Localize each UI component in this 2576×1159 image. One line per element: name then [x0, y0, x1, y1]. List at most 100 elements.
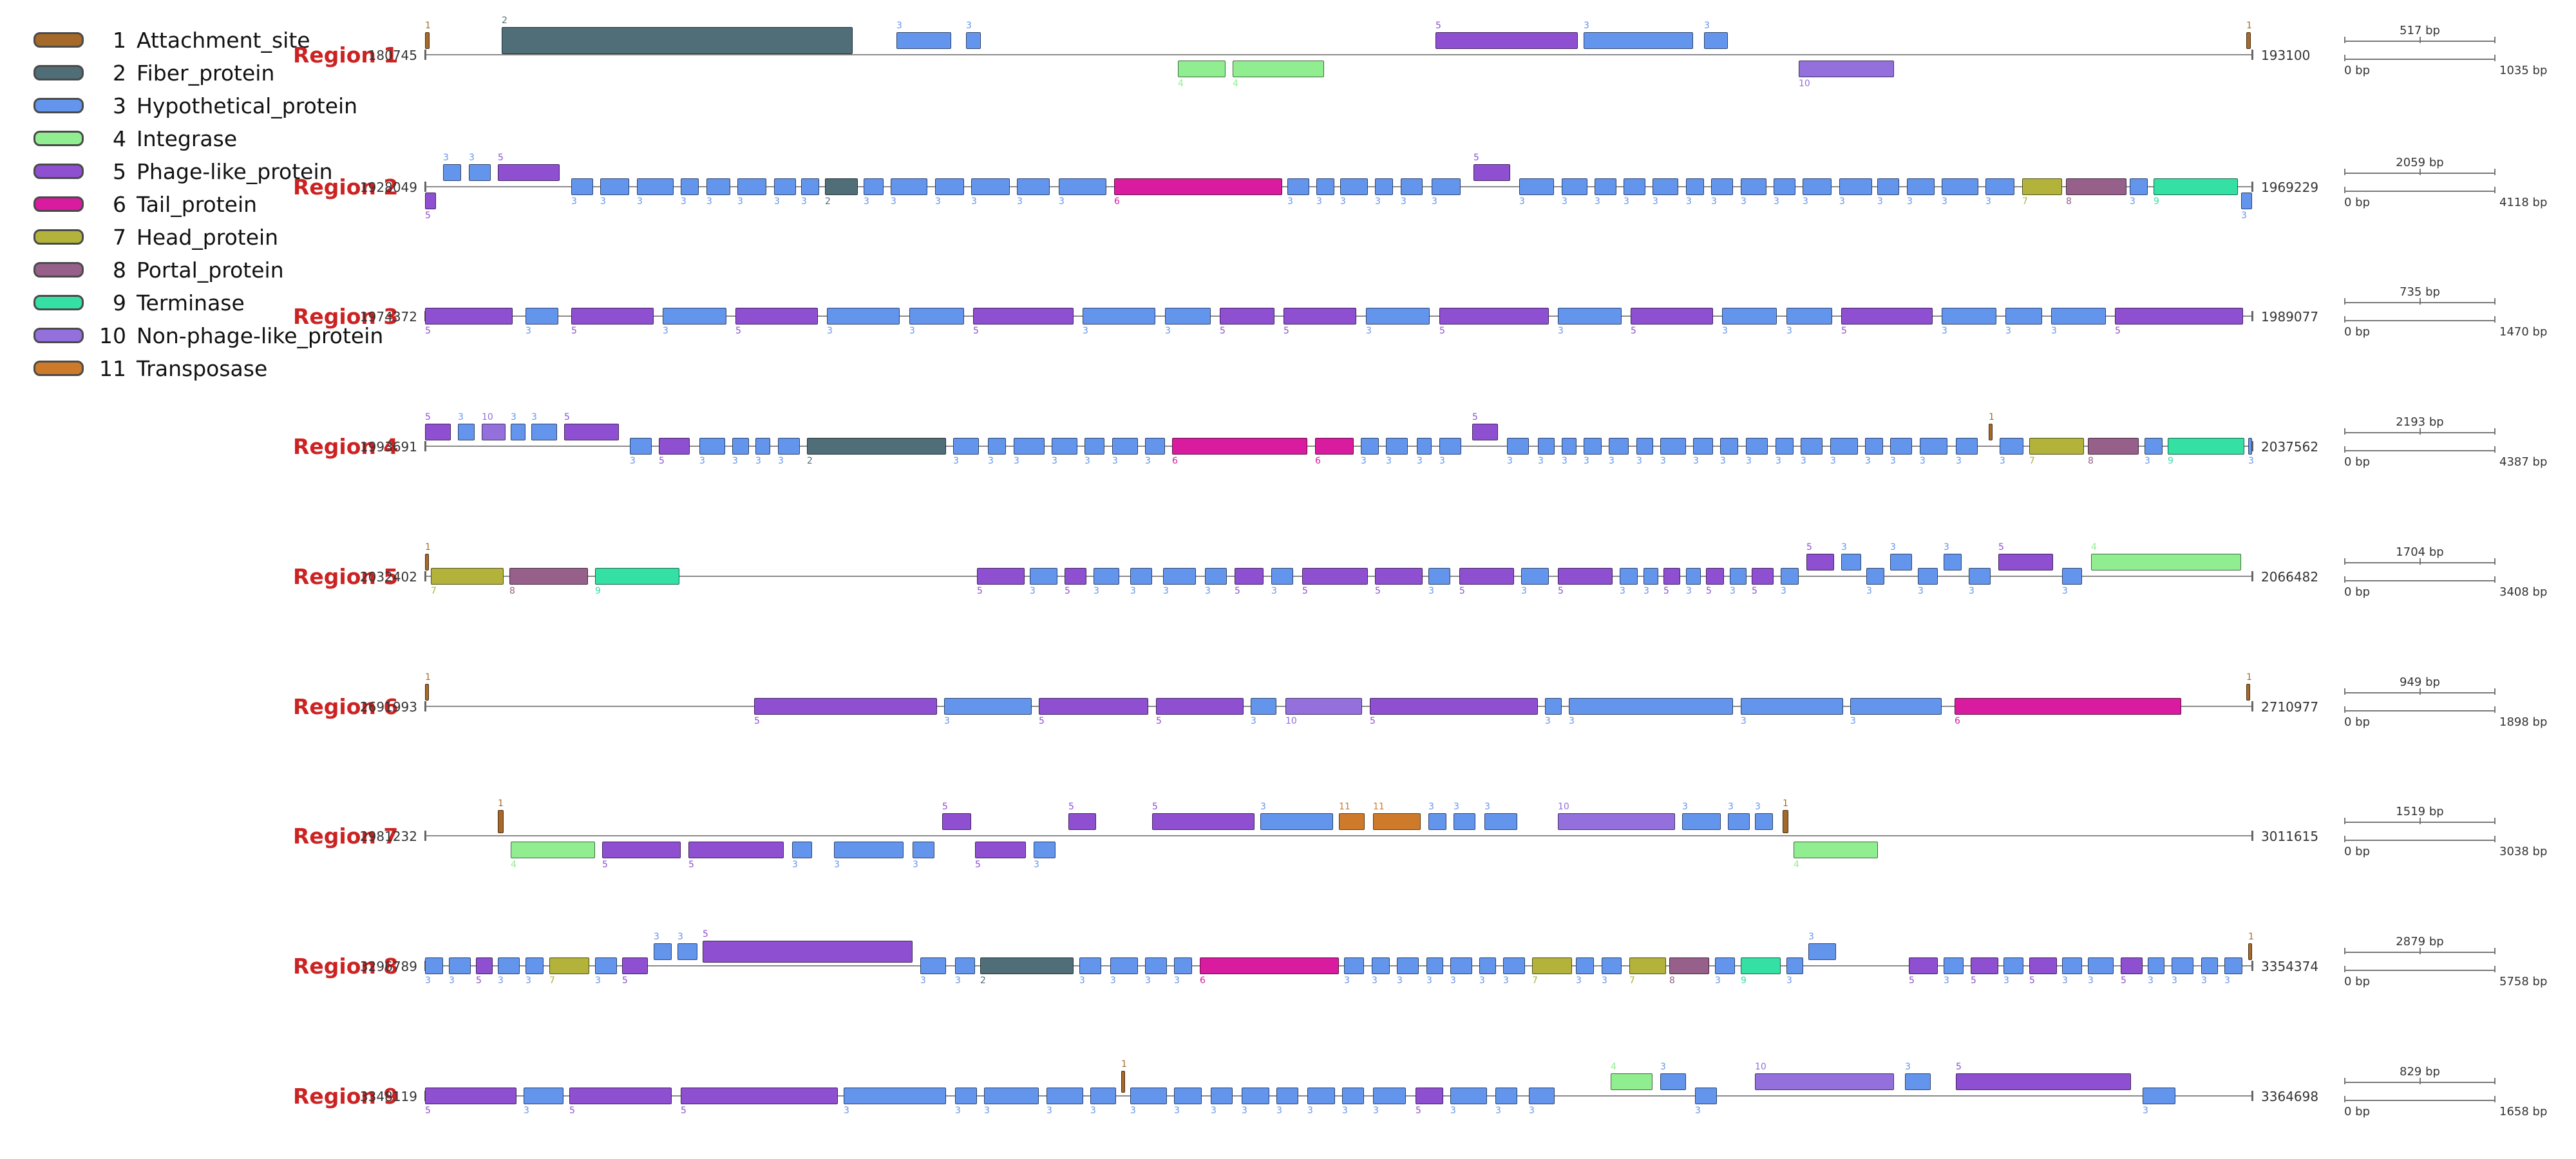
gene-box-cat5	[1558, 568, 1613, 585]
gene-number-label: 3	[1397, 975, 1403, 986]
gene-number-label: 5	[1752, 586, 1757, 596]
gene-number-label: 3	[1643, 586, 1649, 596]
legend-item-number: 10	[99, 323, 126, 348]
gene-box-cat3	[699, 438, 725, 455]
gene-box-cat5	[973, 308, 1074, 325]
gene-number-label: 3	[988, 456, 994, 466]
gene-box-cat3	[1538, 438, 1555, 455]
scale-ruler-bottom	[2344, 59, 2496, 60]
gene-number-label: 6	[1172, 456, 1178, 466]
gene-number-label: 3	[1907, 196, 1913, 207]
legend-item-number: 11	[99, 355, 126, 381]
scale-ruler-top-tick	[2419, 428, 2421, 435]
gene-box-cat9	[595, 568, 679, 585]
gene-number-label: 3	[920, 975, 926, 986]
gene-box-cat3	[1920, 438, 1947, 455]
gene-number-label: 10	[1755, 1062, 1766, 1072]
gene-box-cat3	[1558, 308, 1622, 325]
track-end-tick	[2251, 831, 2253, 841]
gene-box-cat3	[1720, 438, 1738, 455]
legend-item: 4 Integrase	[33, 124, 237, 153]
gene-box-cat3	[630, 438, 652, 455]
scale-ruler-bottom	[2344, 580, 2496, 581]
gene-number-label: 3	[2241, 211, 2247, 221]
scale-ruler-bottom-tick	[2494, 576, 2496, 583]
gene-number-label: 3	[1801, 456, 1806, 466]
gene-box-cat8	[2088, 438, 2139, 455]
gene-box-cat3	[1890, 438, 1912, 455]
gene-number-label: 3	[630, 456, 636, 466]
gene-box-cat3	[2148, 957, 2164, 974]
gene-box-cat1	[2246, 32, 2251, 49]
gene-number-label: 5	[1841, 326, 1847, 336]
scale-mid-label: 949 bp	[2400, 675, 2440, 689]
gene-box-cat3	[706, 178, 730, 195]
gene-box-cat3	[524, 1088, 564, 1104]
gene-box-cat7	[2029, 438, 2084, 455]
gene-box-cat3	[1830, 438, 1858, 455]
gene-box-cat3	[755, 438, 770, 455]
gene-number-label: 4	[1233, 79, 1238, 89]
gene-box-cat3	[1432, 178, 1461, 195]
gene-box-cat5	[703, 941, 913, 963]
gene-number-label: 3	[834, 860, 840, 870]
gene-box-cat3	[732, 438, 749, 455]
gene-number-label: 3	[1316, 196, 1322, 207]
gene-number-label: 5	[1375, 586, 1381, 596]
gene-number-label: 3	[1372, 975, 1378, 986]
gene-box-cat3	[1145, 438, 1165, 455]
gene-box-cat5	[1909, 957, 1938, 974]
gene-box-cat5	[659, 438, 690, 455]
scale-ruler-bottom	[2344, 450, 2496, 451]
gene-box-cat3	[1276, 1088, 1298, 1104]
gene-number-label: 3	[449, 975, 455, 986]
gene-box-cat3	[792, 842, 812, 858]
gene-box-cat5	[1806, 554, 1834, 570]
gene-box-cat3	[1130, 1088, 1167, 1104]
gene-number-label: 5	[1459, 586, 1465, 596]
gene-box-cat3	[1695, 1088, 1717, 1104]
gene-number-label: 5	[688, 860, 694, 870]
gene-box-cat5	[1065, 568, 1086, 585]
gene-box-cat3	[1507, 438, 1529, 455]
gene-number-label: 3	[1562, 196, 1567, 207]
scale-mid-label: 829 bp	[2400, 1065, 2440, 1079]
gene-box-cat3	[1584, 32, 1693, 49]
gene-number-label: 5	[975, 860, 981, 870]
gene-number-label: 5	[1806, 542, 1812, 552]
region-name: Region 1	[293, 42, 399, 68]
legend-swatch-terminase	[33, 295, 84, 310]
gene-number-label: 3	[935, 196, 941, 207]
gene-box-cat3	[1942, 308, 1996, 325]
gene-number-label: 9	[2154, 196, 2159, 207]
gene-box-cat3	[909, 308, 964, 325]
gene-box-cat3	[896, 32, 951, 49]
scale-ruler-top-tick	[2494, 169, 2496, 175]
gene-box-cat10	[482, 424, 506, 440]
gene-number-label: 3	[1776, 456, 1781, 466]
gene-box-cat3	[1428, 568, 1450, 585]
gene-number-label: 3	[1711, 196, 1717, 207]
gene-number-label: 5	[425, 326, 431, 336]
gene-box-cat3	[1722, 308, 1777, 325]
gene-number-label: 3	[1786, 326, 1792, 336]
scale-ruler-top-tick	[2494, 818, 2496, 824]
gene-box-cat3	[1287, 178, 1309, 195]
legend-item-number: 1	[113, 27, 126, 53]
gene-number-label: 3	[1890, 542, 1896, 552]
gene-number-label: 3	[571, 196, 577, 207]
gene-number-label: 5	[1558, 586, 1564, 596]
gene-box-cat3	[1059, 178, 1106, 195]
gene-box-cat3	[449, 957, 471, 974]
gene-box-cat3	[1454, 813, 1475, 830]
track-end-tick	[2251, 311, 2253, 321]
gene-box-cat3	[1260, 813, 1333, 830]
gene-number-label: 3	[498, 975, 504, 986]
gene-box-cat7	[1532, 957, 1572, 974]
gene-number-label: 3	[1562, 456, 1567, 466]
gene-box-cat8	[509, 568, 588, 585]
gene-box-cat5	[425, 1088, 516, 1104]
scale-ruler-top-tick	[2419, 948, 2421, 954]
region-end-coord: 3011615	[2261, 829, 2319, 844]
gene-number-label: 3	[1728, 802, 1734, 812]
